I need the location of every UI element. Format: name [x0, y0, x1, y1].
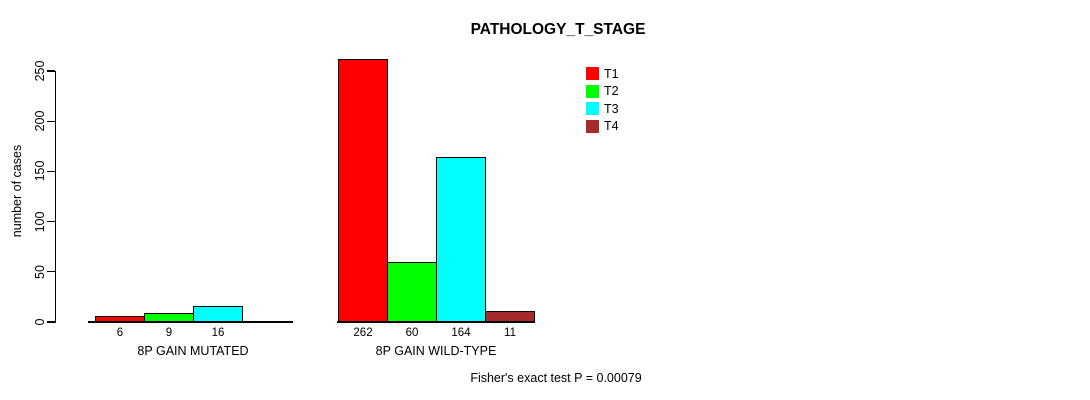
bar-count-label: 16 [211, 327, 225, 339]
legend-swatch-icon [586, 67, 599, 81]
bar-count-label: 9 [165, 327, 173, 339]
legend-swatch-icon [586, 84, 599, 98]
y-tick-label: 150 [33, 160, 47, 182]
legend-label: T2 [604, 84, 619, 99]
y-tick-label: 0 [33, 318, 47, 326]
y-tick-mark [47, 70, 55, 72]
y-tick-label: 100 [33, 211, 47, 233]
legend-label: T1 [604, 66, 619, 81]
y-tick-mark [47, 321, 55, 323]
y-tick-label: 200 [33, 110, 47, 132]
x-axis-baseline-8p-gain-wild-type [337, 321, 535, 323]
y-axis-label: number of cases [10, 144, 24, 238]
bar-count-label: 60 [405, 327, 419, 339]
bar-count-label: 262 [353, 327, 373, 339]
bar-count-label: 11 [504, 327, 516, 339]
y-tick-label: 250 [33, 60, 47, 82]
x-axis-baseline-8p-gain-mutated [88, 321, 293, 323]
y-tick-mark [47, 120, 55, 122]
bar-t1-8p-gain-wild-type [338, 58, 388, 323]
statistical-test-footnote: Fisher's exact test P = 0.00079 [470, 371, 642, 385]
y-tick-label: 50 [33, 264, 47, 279]
y-tick-mark [47, 271, 55, 273]
legend-item-t2: T2 [586, 83, 619, 101]
legend-item-t1: T1 [586, 65, 619, 83]
y-axis-line [54, 71, 56, 324]
legend-label: T3 [604, 101, 619, 116]
bar-t3-8p-gain-wild-type [436, 157, 486, 323]
chart-title: PATHOLOGY_T_STAGE [470, 21, 646, 38]
legend-swatch-icon [586, 119, 599, 133]
category-label-8p-gain-wild-type: 8P GAIN WILD-TYPE [375, 344, 497, 358]
bar-t2-8p-gain-wild-type [387, 261, 437, 323]
legend-swatch-icon [586, 102, 599, 116]
bar-count-label: 6 [116, 327, 124, 339]
y-tick-mark [47, 170, 55, 173]
legend-item-t4: T4 [586, 118, 619, 136]
legend-label: T4 [604, 119, 619, 134]
bar-count-label: 164 [451, 327, 471, 339]
y-tick-mark [47, 220, 55, 223]
legend-item-t3: T3 [586, 100, 619, 118]
category-label-8p-gain-mutated: 8P GAIN MUTATED [137, 344, 249, 358]
